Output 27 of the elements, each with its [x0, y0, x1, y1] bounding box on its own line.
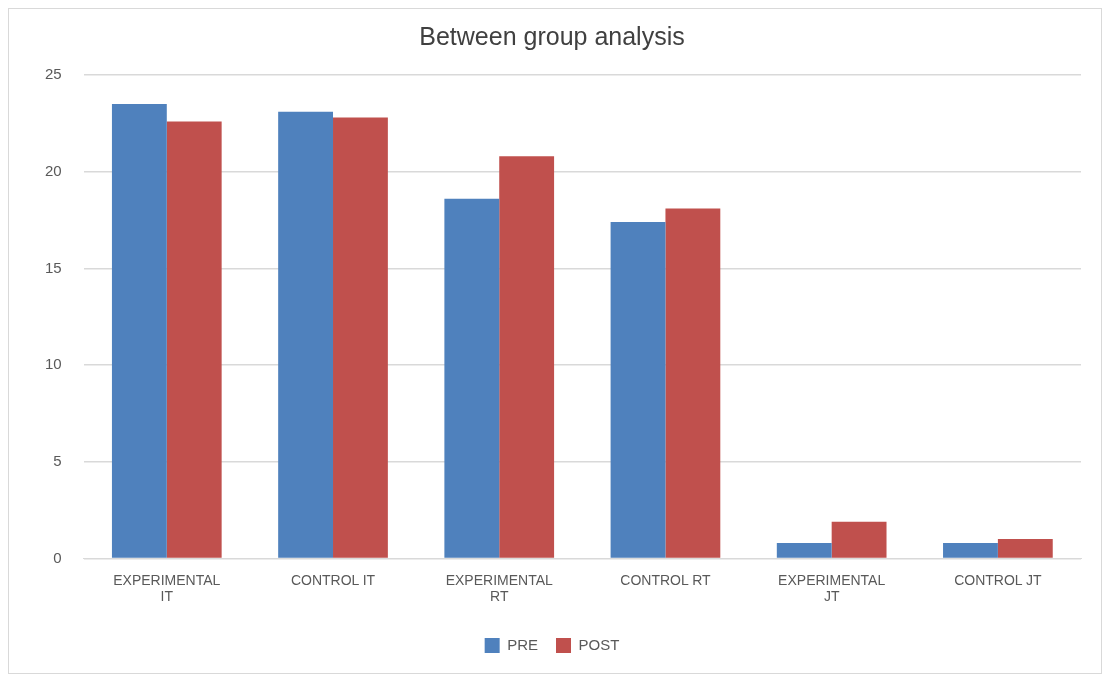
y-tick-label: 10: [45, 355, 62, 373]
chart-title: Between group analysis: [419, 21, 685, 50]
legend-label: POST: [578, 635, 620, 653]
x-tick-label: CONTROL IT: [290, 571, 376, 588]
bar: [111, 104, 167, 558]
bar: [831, 521, 887, 558]
x-tick-label: EXPERIMENTAL IT: [113, 571, 221, 605]
y-tick-label: 20: [45, 161, 62, 179]
bar: [499, 156, 555, 558]
bar: [776, 542, 832, 558]
bar: [610, 221, 666, 558]
legend-label: PRE: [507, 635, 538, 653]
x-tick-label: CONTROL JT: [954, 571, 1043, 588]
bar: [997, 539, 1053, 558]
y-tick-label: 15: [45, 258, 62, 276]
y-tick-label: 25: [45, 65, 62, 83]
y-tick-label: 5: [53, 451, 62, 469]
x-tick-label: EXPERIMENTAL JT: [778, 571, 886, 605]
bar: [665, 208, 721, 558]
bar: [943, 542, 998, 558]
bar: [278, 111, 334, 558]
bar: [444, 198, 500, 558]
x-tick-label: CONTROL RT: [620, 571, 712, 588]
bar: [166, 121, 222, 558]
y-tick-label: 0: [53, 548, 62, 566]
bar: [333, 117, 388, 558]
x-tick-label: EXPERIMENTAL RT: [445, 571, 553, 605]
